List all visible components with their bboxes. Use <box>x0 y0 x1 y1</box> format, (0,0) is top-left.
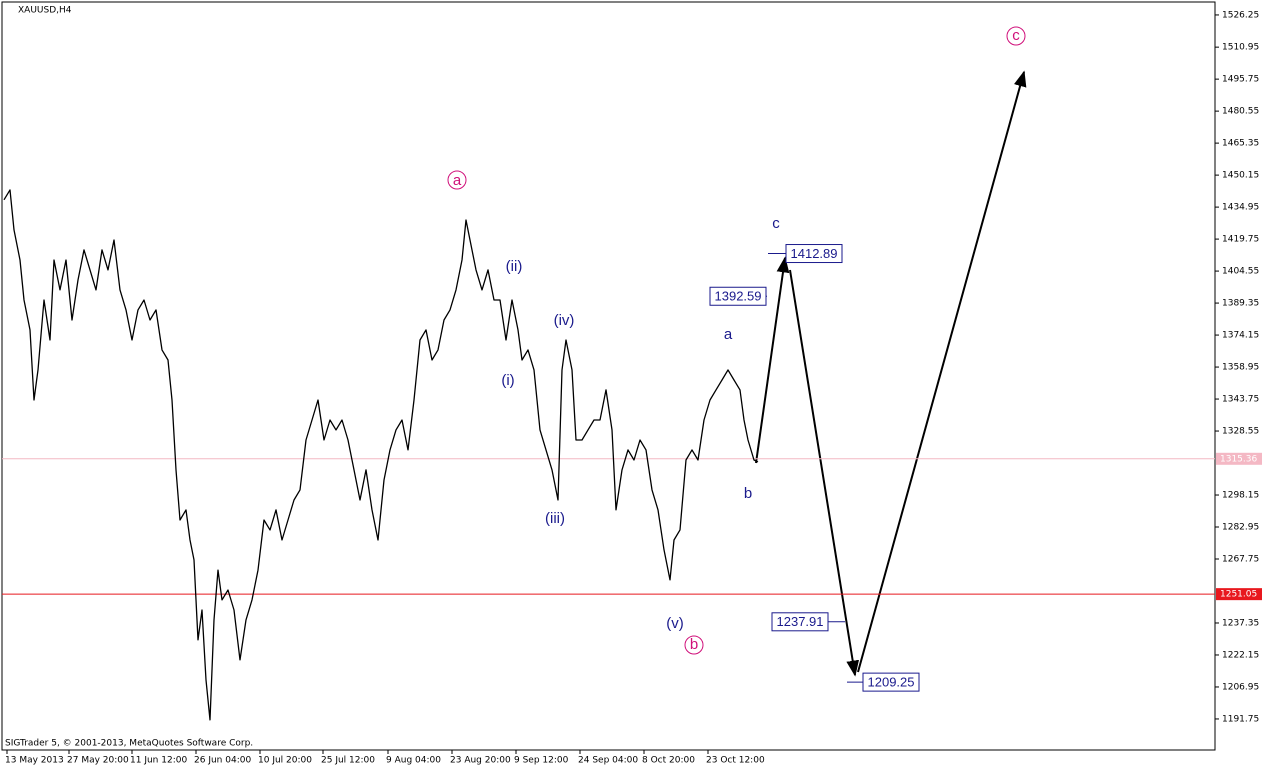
x-tick-label: 9 Sep 12:00 <box>514 756 569 766</box>
price-label: 1315.36 <box>1220 454 1257 464</box>
wave-label: a <box>724 326 733 343</box>
y-tick-label: 1450.15 <box>1222 171 1259 181</box>
x-tick-label: 10 Jul 20:00 <box>258 756 312 766</box>
target-box <box>785 244 843 264</box>
target-box <box>709 286 767 306</box>
price-label-box <box>1216 452 1262 465</box>
wave-label: a <box>453 172 462 189</box>
wave-label: (v) <box>666 615 684 632</box>
y-tick-label: 1404.55 <box>1222 267 1259 277</box>
y-tick-label: 1222.15 <box>1222 650 1259 660</box>
wave-label: c <box>1012 27 1020 44</box>
chart-title: XAUUSD,H4 <box>18 6 72 16</box>
y-tick-label: 1480.55 <box>1222 107 1259 117</box>
target-label: 1412.89 <box>791 246 838 261</box>
wave-label: c <box>772 215 780 232</box>
x-tick-label: 11 Jun 12:00 <box>130 756 187 766</box>
circle <box>1006 26 1026 46</box>
y-tick-label: 1298.15 <box>1222 491 1259 501</box>
y-tick-label: 1495.75 <box>1222 75 1259 85</box>
forecast-arrows <box>755 70 1027 677</box>
target-box <box>771 612 829 632</box>
wave-label: (iv) <box>554 312 575 329</box>
x-tick-label: 24 Sep 04:00 <box>578 756 638 766</box>
x-tick-label: 23 Aug 20:00 <box>450 756 511 766</box>
footer: SIGTrader 5, © 2001-2013, MetaQuotes Sof… <box>5 739 253 749</box>
x-tick-label: 27 May 20:00 <box>67 756 129 766</box>
price-label-box <box>1216 588 1262 601</box>
y-tick-label: 1526.25 <box>1222 10 1259 20</box>
y-tick-label: 1510.95 <box>1222 43 1259 53</box>
wave-label: (iii) <box>545 510 565 527</box>
y-tick-label: 1358.95 <box>1222 363 1259 373</box>
wave-label: (ii) <box>506 258 523 275</box>
y-tick-label: 1343.75 <box>1222 395 1259 405</box>
arrow <box>755 256 790 464</box>
arrow <box>789 269 860 677</box>
wave-label: b <box>690 636 698 653</box>
target-label: 1209.25 <box>868 675 915 690</box>
y-tick-label: 1328.55 <box>1222 427 1259 437</box>
price-label: 1251.05 <box>1220 590 1257 600</box>
y-tick-label: 1434.95 <box>1222 203 1259 213</box>
y-tick-label: 1465.35 <box>1222 139 1259 149</box>
y-tick-label: 1206.95 <box>1222 682 1259 692</box>
price-line-series <box>3 189 759 721</box>
x-tick-label: 26 Jun 04:00 <box>194 756 251 766</box>
x-tick-label: 23 Oct 12:00 <box>706 756 765 766</box>
y-tick-label: 1374.15 <box>1222 331 1259 341</box>
target-box <box>862 672 920 692</box>
y-tick-label: 1267.75 <box>1222 555 1259 565</box>
arrow <box>857 70 1027 673</box>
y-tick-label: 1389.35 <box>1222 299 1259 309</box>
wave-label: (i) <box>501 372 514 389</box>
circle <box>684 635 704 655</box>
x-tick-label: 9 Aug 04:00 <box>386 756 441 766</box>
x-tick-label: 13 May 2013 <box>5 756 64 766</box>
y-tick-label: 1282.95 <box>1222 523 1259 533</box>
wave-label: b <box>744 485 752 502</box>
y-tick-label: 1419.75 <box>1222 235 1259 245</box>
y-tick-label: 1237.35 <box>1222 618 1259 628</box>
target-label: 1237.91 <box>777 614 824 629</box>
x-tick-label: 25 Jul 12:00 <box>321 756 375 766</box>
x-tick-label: 8 Oct 20:00 <box>642 756 695 766</box>
plot-frame <box>1 1 1216 751</box>
target-label: 1392.59 <box>715 289 762 304</box>
circle <box>447 170 467 190</box>
wave-circles <box>447 26 1026 655</box>
y-tick-label: 1191.75 <box>1222 714 1259 724</box>
